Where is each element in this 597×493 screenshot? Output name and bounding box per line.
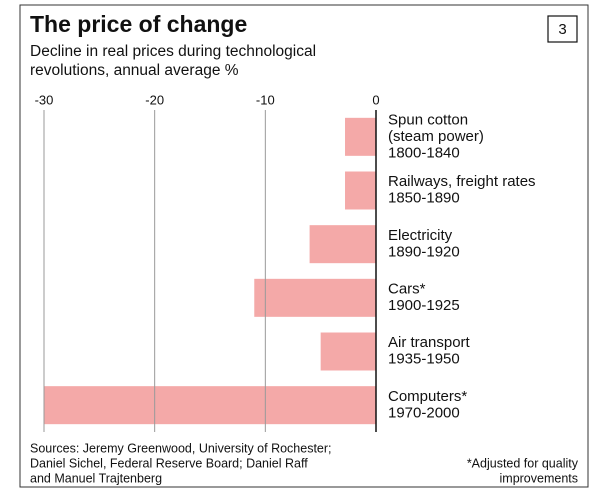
x-tick-label: -20 — [145, 92, 164, 107]
category-label: Cars* — [388, 281, 426, 298]
footnote: improvements — [500, 471, 579, 485]
category-label: 1890-1920 — [388, 243, 460, 260]
bar — [345, 117, 376, 156]
x-tick-label: -10 — [256, 92, 275, 107]
bar — [254, 278, 376, 317]
footnote: *Adjusted for quality — [467, 456, 579, 470]
x-tick-label: 0 — [372, 92, 379, 107]
category-label: 1900-1925 — [388, 297, 460, 314]
category-label: Air transport — [388, 334, 471, 351]
category-label: 1850-1890 — [388, 190, 460, 207]
sources: and Manuel Trajtenberg — [30, 471, 162, 485]
x-tick-label: -30 — [35, 92, 54, 107]
subtitle: revolutions, annual average % — [30, 62, 239, 79]
bar — [345, 171, 376, 210]
badge: 3 — [558, 21, 566, 38]
category-label: (steam power) — [388, 128, 484, 145]
category-label: 1970-2000 — [388, 404, 460, 421]
category-label: Electricity — [388, 227, 453, 244]
bar — [320, 332, 376, 371]
category-label: 1800-1840 — [388, 144, 460, 161]
bar — [309, 225, 376, 264]
category-label: Computers* — [388, 388, 467, 405]
category-label: Spun cotton — [388, 111, 468, 128]
badge-box — [547, 15, 578, 43]
bar — [44, 386, 376, 425]
chart-title: The price of change — [30, 11, 247, 37]
category-label: 1935-1950 — [388, 351, 460, 368]
sources: Sources: Jeremy Greenwood, University of… — [30, 441, 332, 455]
category-label: Railways, freight rates — [388, 173, 536, 190]
subtitle: Decline in real prices during technologi… — [30, 43, 316, 60]
sources: Daniel Sichel, Federal Reserve Board; Da… — [30, 456, 308, 470]
